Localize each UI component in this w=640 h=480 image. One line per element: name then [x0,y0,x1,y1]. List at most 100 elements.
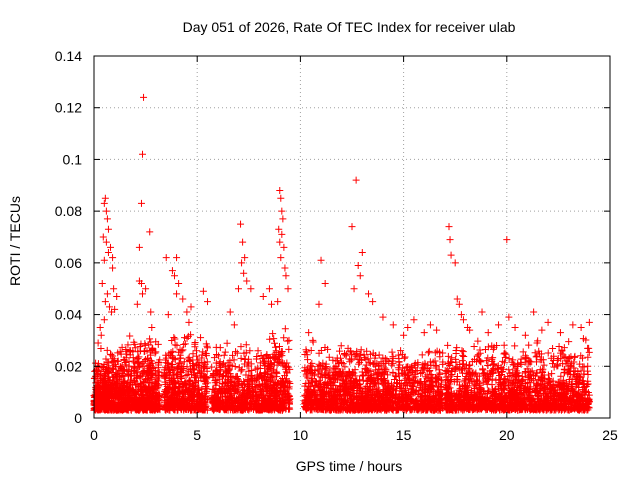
data-point [324,345,332,353]
data-point [358,368,366,376]
data-point [109,365,117,373]
data-point [246,347,254,355]
data-point [253,403,261,411]
data-point [244,405,252,413]
data-point [280,334,288,342]
data-point [237,396,245,404]
data-point [273,392,281,400]
data-point [91,367,99,375]
data-point [197,334,205,342]
data-point [395,358,403,366]
data-point [227,394,235,402]
data-point [148,374,156,382]
data-point [175,348,183,356]
data-point [131,366,139,374]
data-point [165,369,173,377]
data-point [267,359,275,367]
data-point [233,404,241,412]
data-point [274,379,282,387]
data-point [244,376,252,384]
data-point [275,404,283,412]
data-point [132,397,140,405]
data-point [223,399,231,407]
data-point [226,357,234,365]
data-point [161,404,169,412]
data-point [160,394,168,402]
data-point [232,348,240,356]
data-point [123,383,131,391]
data-point [271,343,279,351]
data-point [122,399,130,407]
data-point [435,348,443,356]
data-point [186,356,194,364]
data-point [351,351,359,359]
data-point [176,354,184,362]
data-point [220,351,228,359]
data-point [170,355,178,363]
data-point [172,380,180,388]
data-point [148,345,156,353]
data-point [146,360,154,368]
data-point [91,406,99,414]
data-point [248,401,256,409]
data-point [329,356,337,364]
data-point [224,376,232,384]
data-point [210,354,218,362]
data-point [222,405,230,413]
data-point [195,377,203,385]
data-point [189,350,197,358]
data-point [314,365,322,373]
data-point [264,392,272,400]
data-point [185,378,193,386]
data-point [335,347,343,355]
data-point [170,334,178,342]
data-point [243,389,251,397]
data-point [218,393,226,401]
data-point [174,388,182,396]
data-point [281,399,289,407]
data-point [238,390,246,398]
data-point [91,397,99,405]
data-point [401,353,409,361]
data-point [435,366,443,374]
data-point [233,395,241,403]
data-point [127,395,135,403]
data-point [124,341,132,349]
data-point [171,356,179,364]
data-point [344,344,352,352]
data-point [151,381,159,389]
data-point [103,359,111,367]
data-point [127,376,135,384]
data-point [315,382,323,390]
data-point [248,380,256,388]
data-point [176,383,184,391]
data-point [203,395,211,403]
data-point [254,347,262,355]
data-point [110,373,118,381]
data-point [325,353,333,361]
data-point [129,347,137,355]
data-point [144,393,152,401]
data-point [173,341,181,349]
data-point [388,348,396,356]
data-point [247,400,255,408]
data-point [237,406,245,414]
data-point [272,369,280,377]
data-point [122,391,130,399]
data-point [123,402,131,410]
data-point [106,400,114,408]
data-point [419,366,427,374]
data-point [223,339,231,347]
data-point [266,405,274,413]
data-point [108,379,116,387]
data-point [271,354,279,362]
data-point [186,376,194,384]
data-point [112,406,120,414]
data-point [242,390,250,398]
data-point [188,391,196,399]
data-point [203,373,211,381]
data-point [107,391,115,399]
data-point [194,393,202,401]
data-point [439,349,447,357]
data-point [195,384,203,392]
